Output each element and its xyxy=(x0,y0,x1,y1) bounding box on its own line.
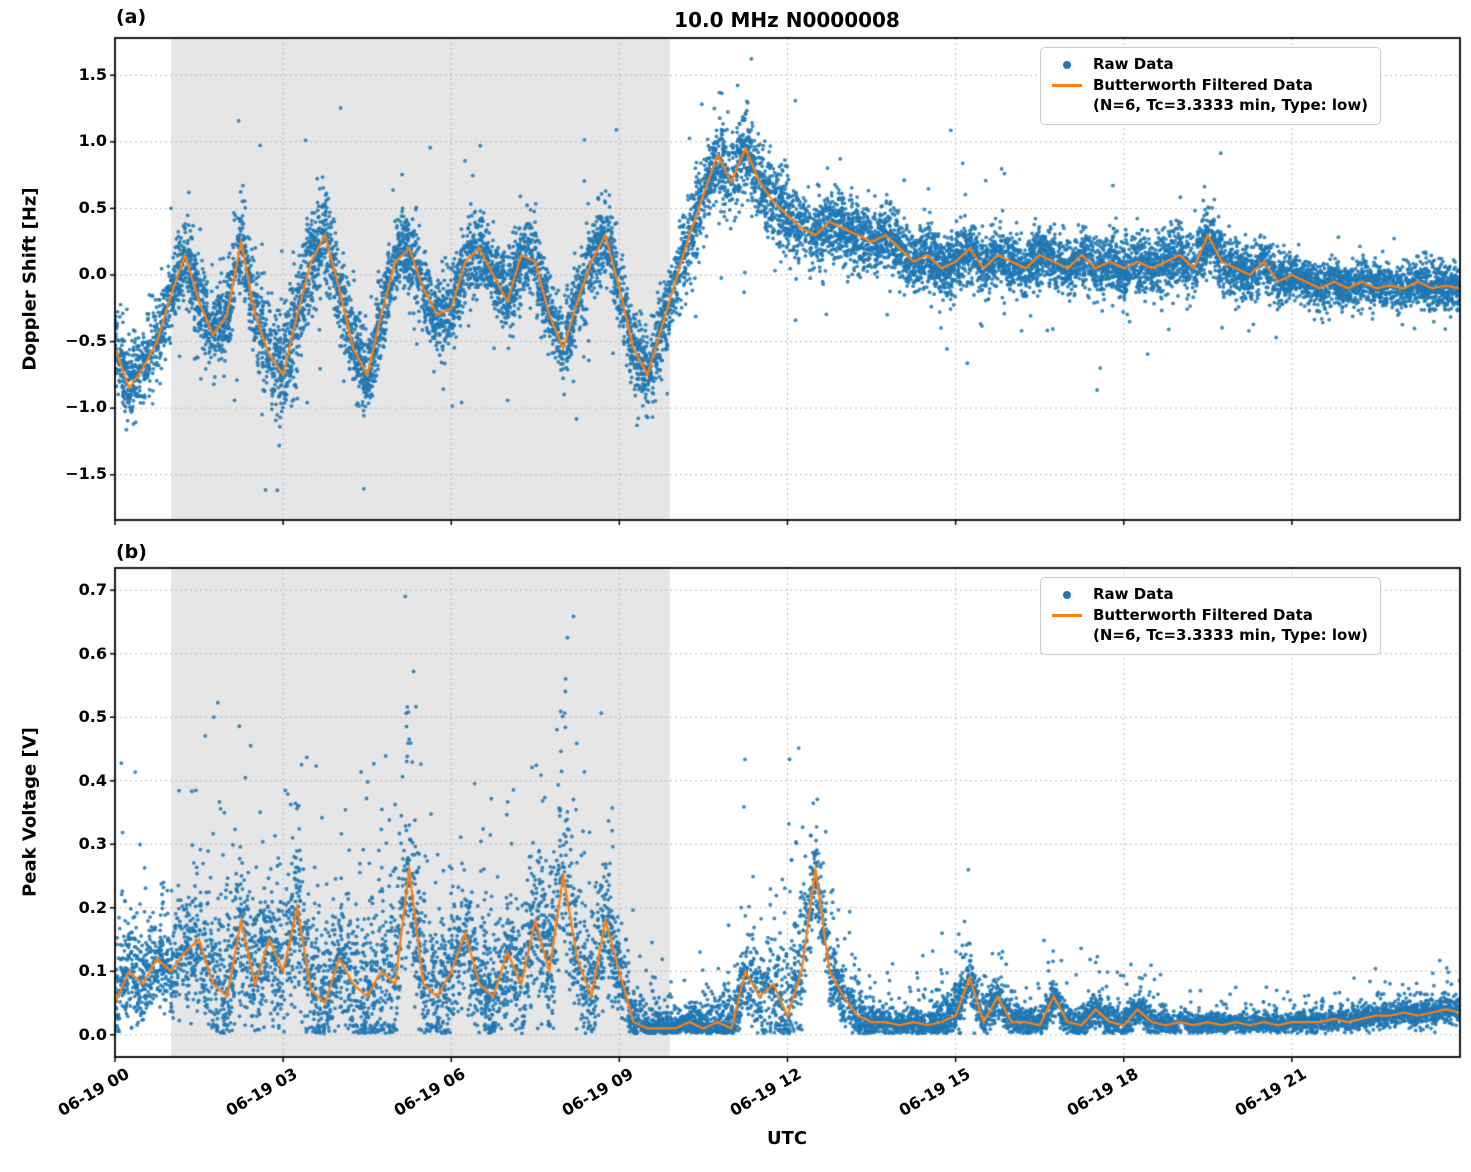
filtered-line-marker-icon xyxy=(1052,613,1082,617)
legend-panel-a: Raw Data Butterworth Filtered Data (N=6,… xyxy=(1040,47,1382,125)
ytick-label-a: 1.0 xyxy=(78,131,107,150)
x-axis-label: UTC xyxy=(766,1128,808,1149)
legend-raw-label: Raw Data xyxy=(1093,55,1174,73)
raw-data-marker-icon xyxy=(1063,590,1071,599)
ytick-label-a: −1.0 xyxy=(65,397,107,416)
filtered-marker-cell xyxy=(1051,83,1083,87)
panel-b-tag: (b) xyxy=(116,541,147,563)
ytick-label-b: 0.2 xyxy=(78,898,107,917)
legend-raw-label: Raw Data xyxy=(1093,585,1174,603)
ytick-label-b: 0.3 xyxy=(78,834,107,853)
ytick-label-a: −0.5 xyxy=(65,331,107,350)
ytick-label-b: 0.7 xyxy=(78,580,107,599)
ytick-label-b: 0.6 xyxy=(78,644,107,663)
raw-data-marker-icon xyxy=(1063,60,1071,69)
y-axis-label-a: Doppler Shift [Hz] xyxy=(19,187,41,371)
legend-filtered-sublabel: (N=6, Tc=3.3333 min, Type: low) xyxy=(1093,626,1369,644)
legend-filtered-label: Butterworth Filtered Data xyxy=(1093,75,1313,94)
page-title: 10.0 MHz N0000008 xyxy=(674,8,900,32)
y-axis-label-b: Peak Voltage [V] xyxy=(19,727,41,897)
ytick-label-a: 0.0 xyxy=(78,264,107,283)
ytick-label-b: 0.4 xyxy=(78,771,107,790)
ytick-label-a: 1.5 xyxy=(78,65,107,84)
legend-row-filtered-sub: (N=6, Tc=3.3333 min, Type: low) xyxy=(1051,96,1368,116)
legend-filtered-label: Butterworth Filtered Data xyxy=(1093,605,1313,624)
filtered-marker-cell xyxy=(1051,613,1083,617)
ytick-label-b: 0.0 xyxy=(78,1025,107,1044)
legend-row-filtered: Butterworth Filtered Data xyxy=(1051,76,1368,96)
ytick-label-a: 0.5 xyxy=(78,198,107,217)
filtered-line-marker-icon xyxy=(1052,83,1082,87)
ytick-label-b: 0.5 xyxy=(78,707,107,726)
legend-row-filtered-sub: (N=6, Tc=3.3333 min, Type: low) xyxy=(1051,626,1368,646)
legend-filtered-sublabel: (N=6, Tc=3.3333 min, Type: low) xyxy=(1093,96,1369,114)
legend-row-raw: Raw Data xyxy=(1051,55,1368,75)
raw-marker-cell xyxy=(1051,60,1083,69)
legend-row-raw: Raw Data xyxy=(1051,585,1368,605)
raw-marker-cell xyxy=(1051,590,1083,599)
legend-panel-b: Raw Data Butterworth Filtered Data (N=6,… xyxy=(1040,577,1382,655)
legend-row-filtered: Butterworth Filtered Data xyxy=(1051,606,1368,626)
ytick-label-a: −1.5 xyxy=(65,464,107,483)
panel-a-tag: (a) xyxy=(116,6,147,28)
ytick-label-b: 0.1 xyxy=(78,961,107,980)
